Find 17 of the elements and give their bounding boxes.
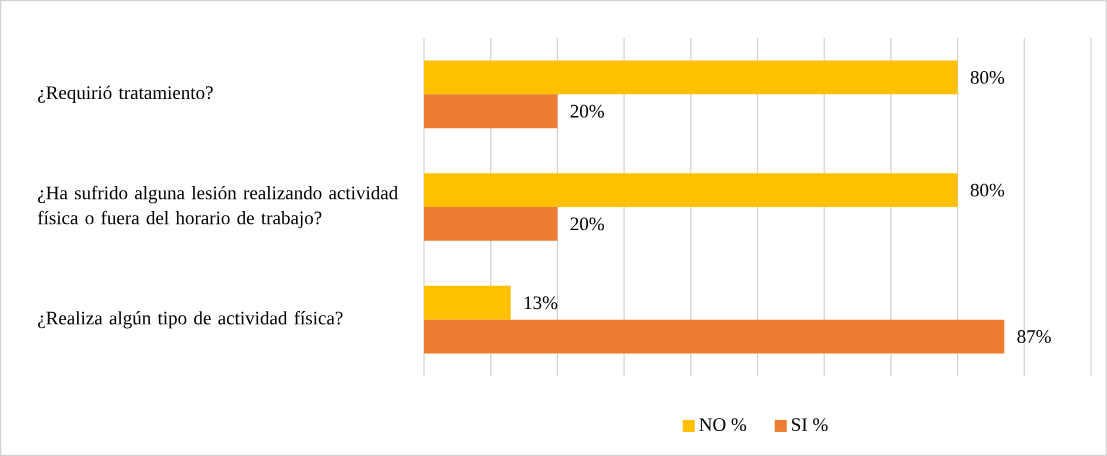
data-label: 80% bbox=[970, 183, 1005, 197]
y-tick-label: ¿Requirió tratamiento? bbox=[38, 85, 213, 103]
data-label: 20% bbox=[570, 217, 604, 231]
data-label: 87% bbox=[1017, 330, 1051, 344]
bar bbox=[424, 319, 1005, 354]
data-label: 80% bbox=[970, 70, 1005, 84]
y-tick-label: ¿Ha sufrido alguna lesión realizando actividad física o fuera del horario de trabajo? bbox=[37, 185, 398, 229]
bar bbox=[424, 285, 511, 320]
data-label: 20% bbox=[570, 104, 604, 118]
y-tick-label: ¿Realiza algún tipo de actividad física? bbox=[38, 310, 343, 329]
bar bbox=[424, 207, 558, 241]
legend-label: NO % bbox=[699, 418, 747, 432]
legend-label: SI % bbox=[792, 418, 828, 432]
bar bbox=[424, 173, 958, 208]
data-label: 13% bbox=[524, 296, 558, 310]
bar bbox=[424, 60, 958, 95]
bar bbox=[424, 94, 558, 129]
